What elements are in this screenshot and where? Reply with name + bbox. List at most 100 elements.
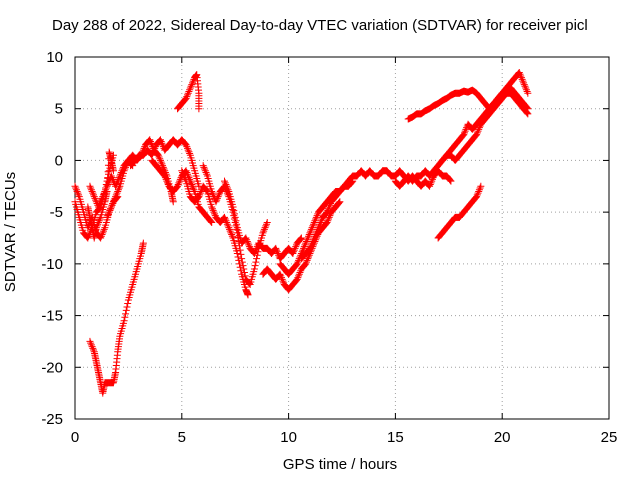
data-point — [95, 217, 103, 225]
data-point — [202, 168, 210, 176]
data-point — [197, 187, 205, 195]
data-point — [108, 201, 116, 209]
data-point — [277, 274, 285, 282]
data-point — [93, 222, 101, 230]
data-point — [222, 181, 230, 189]
data-point — [90, 191, 98, 199]
data-point — [460, 129, 468, 137]
data-point — [277, 272, 285, 280]
data-point — [181, 174, 189, 182]
data-point — [303, 236, 311, 244]
data-point — [185, 87, 193, 95]
data-point — [201, 167, 209, 175]
data-point — [323, 218, 331, 226]
data-point — [229, 203, 237, 211]
data-point — [156, 155, 164, 163]
data-point — [260, 225, 268, 233]
data-point — [183, 93, 191, 101]
data-point — [103, 181, 111, 189]
data-point — [306, 244, 314, 252]
data-point — [73, 187, 81, 195]
x-tick-label: 25 — [601, 429, 618, 446]
data-point — [294, 274, 302, 282]
data-point — [272, 244, 280, 252]
data-point — [475, 186, 483, 194]
data-point — [242, 234, 250, 242]
data-point — [325, 213, 333, 221]
data-point — [114, 186, 122, 194]
data-point — [158, 160, 166, 168]
data-point — [325, 203, 333, 211]
data-point — [474, 189, 482, 197]
data-point — [311, 217, 319, 225]
data-point — [94, 218, 102, 226]
data-point — [253, 255, 261, 263]
data-point — [317, 217, 325, 225]
data-point — [307, 241, 315, 249]
data-point — [324, 206, 332, 214]
data-point — [151, 144, 159, 152]
data-point — [293, 275, 301, 283]
data-point — [157, 137, 165, 145]
data-point — [201, 165, 209, 173]
data-point — [224, 186, 232, 194]
data-point — [157, 158, 165, 166]
data-point — [207, 218, 215, 226]
data-point — [426, 182, 434, 190]
data-point — [180, 172, 188, 180]
data-point — [227, 229, 235, 237]
data-point — [213, 194, 221, 202]
data-point — [89, 344, 97, 352]
data-point — [475, 125, 483, 133]
data-point — [99, 229, 107, 237]
data-point — [521, 82, 529, 90]
data-point — [312, 229, 320, 237]
data-point — [473, 191, 481, 199]
data-point — [214, 193, 222, 201]
x-tick-label: 15 — [387, 429, 404, 446]
data-point — [228, 231, 236, 239]
y-axis-label: SDTVAR / TECUs — [1, 171, 19, 293]
data-point — [186, 84, 194, 92]
data-point — [107, 203, 115, 211]
data-point — [94, 220, 102, 228]
data-point — [178, 167, 186, 175]
data-point — [297, 234, 305, 242]
data-point — [520, 81, 528, 89]
data-point — [317, 218, 325, 226]
data-point — [221, 215, 229, 223]
data-point — [111, 194, 119, 202]
data-point — [300, 243, 308, 251]
data-point — [307, 225, 315, 233]
data-point — [150, 146, 158, 154]
data-point — [115, 184, 123, 192]
data-point — [112, 193, 120, 201]
data-point — [99, 227, 107, 235]
data-point — [295, 270, 303, 278]
data-point — [297, 235, 305, 243]
data-point — [301, 241, 309, 249]
data-point — [97, 234, 105, 242]
data-point — [237, 250, 245, 258]
data-point — [312, 231, 320, 239]
data-point — [231, 213, 239, 221]
data-point — [102, 186, 110, 194]
data-point — [103, 187, 111, 195]
data-point — [474, 127, 482, 135]
data-points — [71, 69, 532, 397]
data-point — [107, 172, 115, 180]
data-point — [188, 181, 196, 189]
data-point — [98, 231, 106, 239]
data-point — [196, 189, 204, 197]
data-point — [473, 131, 481, 139]
data-point — [252, 246, 260, 254]
data-point — [110, 196, 118, 204]
data-point — [259, 229, 267, 237]
data-point — [296, 236, 304, 244]
data-point — [112, 191, 120, 199]
data-point — [163, 177, 171, 185]
data-point — [100, 225, 108, 233]
data-point — [183, 143, 191, 151]
data-point — [302, 237, 310, 245]
data-point — [273, 248, 281, 256]
